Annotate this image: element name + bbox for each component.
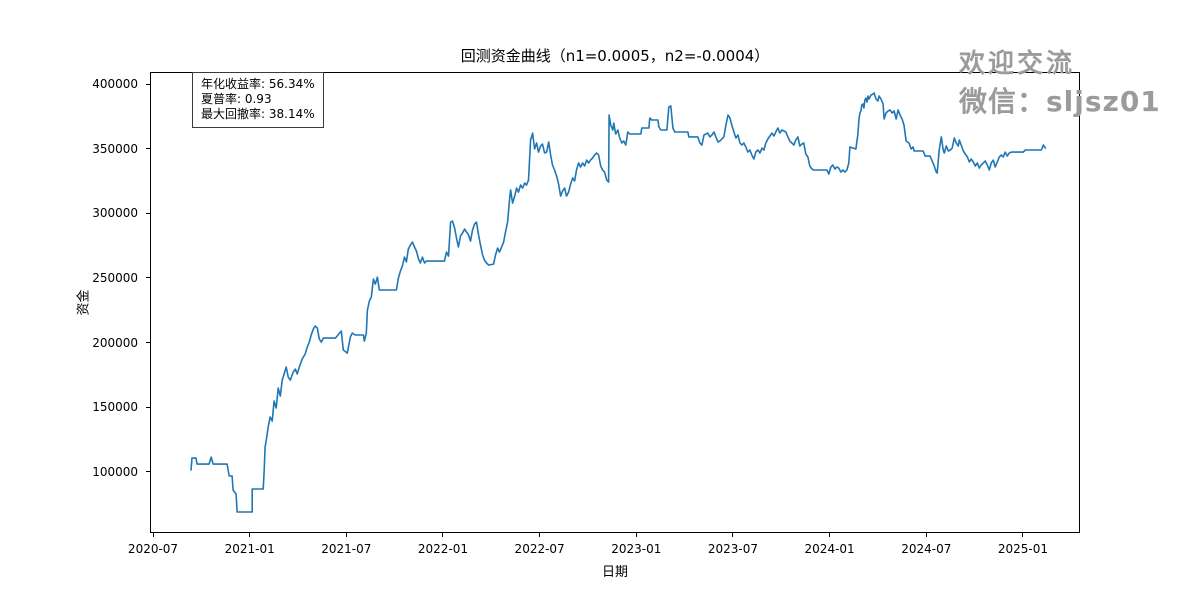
stat-sharpe-ratio: 夏普率: 0.93 [201,92,272,106]
x-tick-mark [925,533,927,537]
x-tick-label: 2024-07 [901,542,952,556]
watermark-line2: 微信：sljsz01 [959,85,1161,118]
y-tick-label: 200000 [92,335,138,350]
x-tick-mark [249,533,251,537]
y-tick-mark [146,471,150,473]
y-tick-mark [146,83,150,85]
plot-area [150,72,1080,533]
y-tick-mark [146,148,150,150]
y-tick-label: 300000 [92,206,138,221]
x-tick-label: 2025-01 [997,542,1049,556]
x-tick-label: 2024-01 [804,542,855,556]
x-tick-label: 2020-07 [127,542,179,556]
x-tick-label: 2023-07 [707,542,759,556]
equity-curve [190,92,1047,513]
stat-annualized-return: 年化收益率: 56.34% [201,77,315,91]
stats-box: 年化收益率: 56.34% 夏普率: 0.93 最大回撤率: 38.14% [192,72,324,128]
stat-max-drawdown: 最大回撤率: 38.14% [201,107,315,121]
x-tick-mark [1022,533,1024,537]
x-tick-label: 2022-01 [417,542,469,556]
x-axis-label: 日期 [601,565,628,580]
x-tick-label: 2023-01 [611,542,662,556]
x-tick-label: 2021-07 [321,542,372,556]
y-tick-label: 150000 [92,400,138,415]
x-tick-label: 2022-07 [514,542,565,556]
y-tick-label: 350000 [92,141,138,156]
x-tick-mark [442,533,444,537]
y-tick-mark [146,406,150,408]
x-tick-mark [732,533,734,537]
y-tick-label: 100000 [92,464,138,479]
x-tick-mark [829,533,831,537]
x-tick-mark [345,533,347,537]
y-tick-mark [146,342,150,343]
x-tick-mark [152,533,154,537]
y-tick-mark [146,277,150,279]
y-tick-label: 250000 [92,270,138,285]
y-tick-label: 400000 [92,77,138,92]
watermark: 欢迎交流 微信：sljsz01 [959,51,1161,116]
y-tick-mark [146,212,150,214]
equity-curve-line [190,92,1047,513]
x-tick-label: 2021-01 [224,542,275,556]
chart-title: 回测资金曲线（n1=0.0005，n2=-0.0004） [460,47,770,65]
x-tick-mark [539,533,541,537]
watermark-line1: 欢迎交流 [959,49,1076,79]
x-tick-mark [635,533,637,537]
